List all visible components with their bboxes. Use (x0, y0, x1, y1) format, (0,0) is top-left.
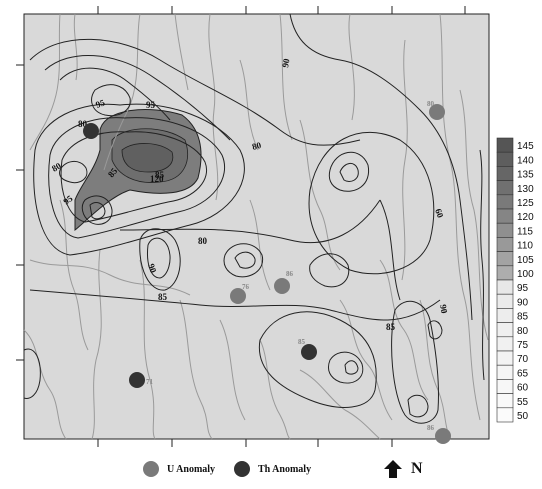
th-anomaly-point (83, 123, 99, 139)
color-scale-swatch (496, 407, 514, 423)
color-scale-label: 135 (517, 170, 534, 181)
color-scale-label: 95 (517, 283, 529, 294)
color-scale-label: 120 (517, 212, 534, 223)
contour-label: 80 (251, 140, 263, 152)
color-scale-swatch (496, 322, 514, 338)
color-scale-swatch (496, 308, 514, 323)
color-scale-swatch (496, 279, 514, 295)
color-scale-label: 80 (517, 326, 529, 337)
u-anomaly-point (274, 278, 290, 294)
color-scale-label: 115 (517, 226, 533, 237)
drainage-lines (23, 13, 489, 440)
color-scale-label: 55 (517, 397, 529, 408)
contour-label: 95 (94, 97, 106, 110)
th-anomaly-point (129, 372, 145, 388)
color-scale-label: 50 (517, 411, 529, 422)
color-scale-label: 140 (517, 155, 534, 166)
color-scale-label: 105 (517, 255, 534, 266)
color-scale-label: 90 (517, 297, 529, 308)
u-anomaly-point (435, 428, 451, 444)
point-label: 86 (286, 270, 294, 278)
point-label: 80 (427, 100, 435, 108)
contour-lines (23, 13, 485, 424)
color-scale-swatch (496, 364, 514, 380)
contour-label: 60 (433, 207, 446, 219)
point-label: 76 (242, 283, 250, 291)
color-scale-label: 65 (517, 368, 529, 379)
contour-label: 85 (386, 322, 396, 332)
color-scale-swatch (496, 350, 514, 366)
color-scale-label: 110 (517, 241, 533, 252)
contour-label: 90 (280, 57, 291, 68)
color-scale-swatch (496, 237, 514, 252)
point-label: 85 (298, 338, 306, 346)
color-scale-swatch (496, 222, 514, 238)
u-anomaly-point (230, 288, 246, 304)
color-scale-swatch (496, 166, 514, 181)
color-scale-swatch (496, 379, 514, 394)
legend-u-anomaly: U Anomaly (143, 455, 215, 483)
th-anomaly-label: Th Anomaly (258, 463, 312, 475)
color-scale-swatch (496, 137, 514, 153)
legend-th-anomaly: Th Anomaly (234, 455, 311, 483)
color-scale-label: 75 (517, 340, 529, 351)
frame-ticks (16, 6, 466, 447)
color-scale-swatch (496, 393, 514, 409)
north-arrow: N (383, 455, 423, 483)
point-label: 71 (146, 378, 154, 386)
u-anomaly-icon (143, 461, 159, 477)
color-scale-swatch (496, 293, 514, 309)
contour-label: 90 (146, 262, 159, 274)
contour-label: 85 (158, 292, 168, 302)
contour-label: 95 (146, 100, 156, 110)
contour-label: 120 (150, 174, 164, 184)
th-anomaly-icon (234, 461, 250, 477)
color-scale-swatch (496, 265, 514, 281)
color-scale-swatch (496, 208, 514, 224)
color-scale-label: 85 (517, 312, 529, 323)
color-scale-label: 100 (517, 269, 534, 280)
color-scale-label: 145 (517, 141, 534, 152)
contour-label: 85 (155, 170, 165, 180)
color-scale-swatch (496, 151, 514, 167)
north-label: N (411, 460, 423, 477)
contour-label: 80 (78, 119, 88, 129)
contour-label: 90 (438, 304, 449, 315)
point-label: 86 (427, 424, 435, 432)
color-scale-label: 70 (517, 354, 529, 365)
color-scale-swatch (496, 251, 514, 267)
north-arrow-icon (384, 460, 402, 478)
th-anomaly-point (301, 344, 317, 360)
u-anomaly-point (429, 104, 445, 120)
color-scale-label: 125 (517, 198, 534, 209)
color-scale-swatch (496, 180, 514, 196)
color-scale-swatch (496, 336, 514, 352)
color-scale-legend: 145 140 135 130 125 120 115 110 105 100 95 90 85 80 75… (496, 137, 534, 423)
color-scale-label: 60 (517, 383, 529, 394)
contour-label: 80 (198, 236, 208, 246)
anomaly-points: 76 86 85 71 86 80 (83, 100, 451, 444)
color-scale-swatch (496, 194, 514, 210)
color-scale-label: 130 (517, 184, 534, 195)
u-anomaly-label: U Anomaly (167, 463, 216, 475)
